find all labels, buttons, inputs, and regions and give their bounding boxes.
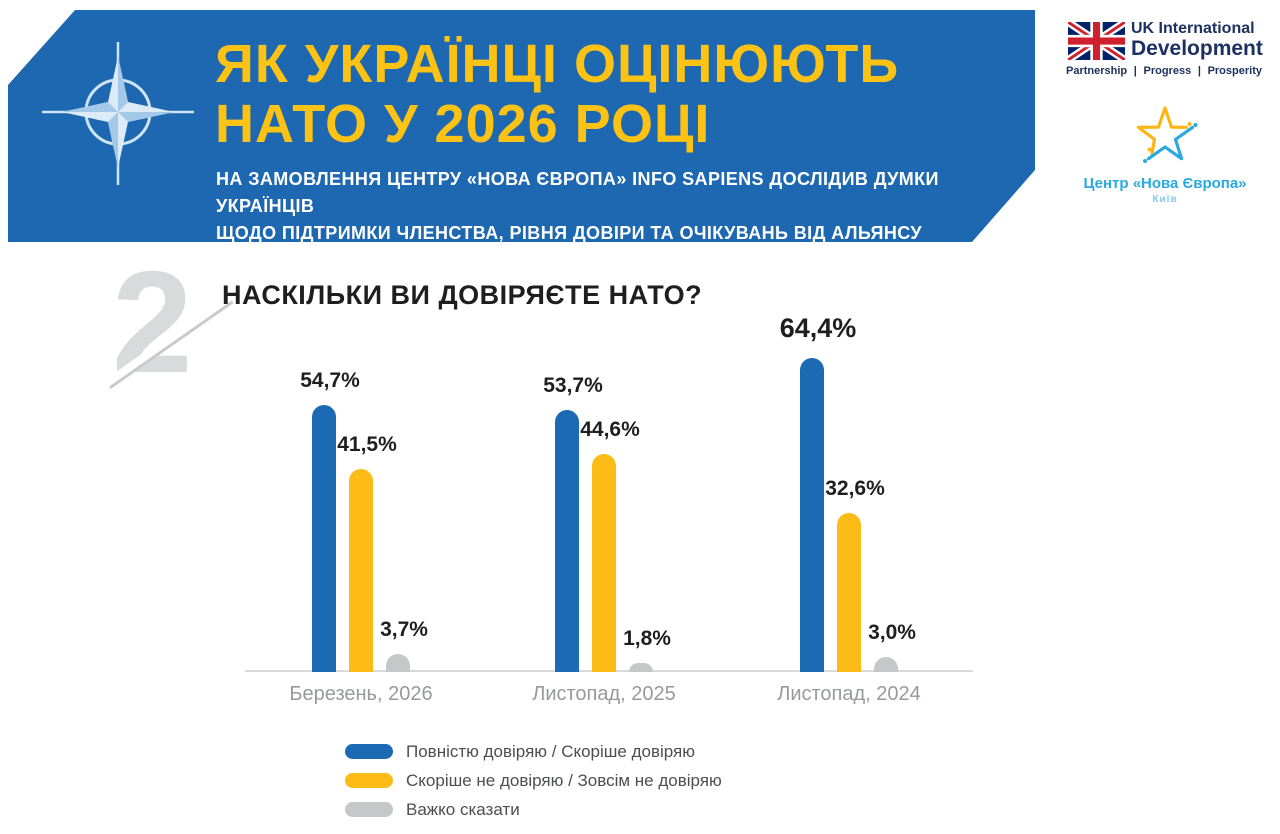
infographic-subtitle-line1: НА ЗАМОВЛЕННЯ ЦЕНТРУ «НОВА ЄВРОПА» INFO … (216, 169, 939, 216)
bar-value-label: 53,7% (543, 374, 603, 397)
bar-value-label: 64,4% (779, 313, 857, 343)
uk-logo-tagline: Partnership | Progress | Prosperity (1066, 65, 1262, 77)
bar-value-label: 41,5% (337, 433, 397, 456)
bar-value-label: 32,6% (825, 477, 885, 500)
legend-swatch (345, 744, 393, 759)
uk-logo-line2: Development (1131, 37, 1263, 60)
chart-bar (386, 654, 410, 672)
legend-swatch (345, 773, 393, 788)
bar-value-label: 54,7% (300, 369, 360, 392)
tagline-prosperity: Prosperity (1207, 65, 1262, 77)
nato-compass-icon (42, 42, 194, 185)
tagline-progress: Progress (1143, 65, 1192, 77)
bar-value-label: 1,8% (623, 627, 671, 650)
category-label: Березень, 2026 (289, 683, 433, 705)
uk-logo-wordmark: UK International Development (1131, 20, 1263, 59)
bar-value-label: 3,0% (868, 621, 916, 644)
legend-label: Важко сказати (406, 800, 520, 819)
legend-item: Скоріше не довіряю / Зовсім не довіряю (345, 772, 722, 789)
legend-swatch (345, 802, 393, 817)
legend-item: Важко сказати (345, 801, 722, 818)
chart-bar (800, 358, 824, 672)
chart-bar (555, 410, 579, 672)
nova-europa-star-icon (1136, 106, 1198, 163)
nova-europa-city: Київ (1152, 194, 1178, 205)
tagline-separator: | (1133, 65, 1137, 77)
legend-item: Повністю довіряю / Скоріше довіряю (345, 743, 722, 760)
bar-value-label: 3,7% (380, 618, 428, 641)
category-label: Листопад, 2025 (532, 683, 676, 705)
infographic-title-line2: НАТО У 2026 РОЦІ (215, 94, 711, 154)
chart-bar (592, 454, 616, 672)
nova-europa-logo: Центр «Нова Європа» Київ (1083, 106, 1247, 205)
chart-bar (837, 513, 861, 672)
bar-value-label: 44,6% (580, 418, 640, 441)
chart-bar (349, 469, 373, 672)
chart-bar (312, 405, 336, 672)
uk-flag-icon (1068, 22, 1125, 60)
chart-bar (629, 663, 653, 672)
infographic-subtitle-line2: ЩОДО ПІДТРИМКИ ЧЛЕНСТВА, РІВНЯ ДОВІРИ ТА… (216, 223, 922, 243)
chart-legend: Повністю довіряю / Скоріше довіряю Скоріш… (345, 743, 722, 830)
infographic-title-line1: ЯК УКРАЇНЦІ ОЦІНЮЮТЬ (215, 34, 900, 94)
chart-question-title: НАСКІЛЬКИ ВИ ДОВІРЯЄТЕ НАТО? (222, 280, 703, 310)
header-banner: ЯК УКРАЇНЦІ ОЦІНЮЮТЬ НАТО У 2026 РОЦІ НА… (8, 10, 1035, 242)
nova-europa-name: Центр «Нова Європа» (1083, 175, 1247, 192)
uk-logo-line1: UK International (1131, 20, 1255, 37)
tagline-partnership: Partnership (1066, 65, 1128, 77)
legend-label: Повністю довіряю / Скоріше довіряю (406, 742, 696, 761)
legend-label: Скоріше не довіряю / Зовсім не довіряю (406, 771, 722, 790)
tagline-separator: | (1197, 65, 1201, 77)
chart-bar (874, 657, 898, 672)
category-label: Листопад, 2024 (777, 683, 921, 705)
